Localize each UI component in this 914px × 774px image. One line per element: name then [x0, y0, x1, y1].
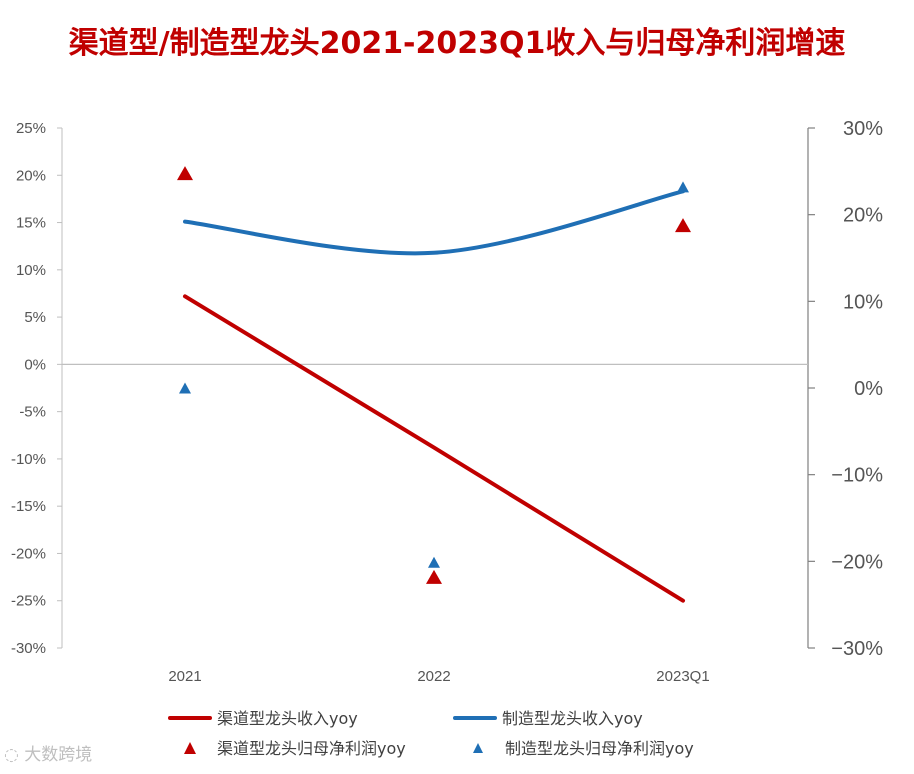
- manufacturing-profit-marker-2022: [428, 556, 440, 568]
- manufacturing-profit-marker-2021: [179, 382, 191, 394]
- legend-label: 渠道型龙头收入yoy: [217, 709, 358, 728]
- legend-swatch-marker: [473, 743, 483, 753]
- right-axis-tick-label: −30%: [831, 638, 883, 660]
- channel-profit-marker-2021: [177, 166, 193, 181]
- watermark: ◌ 大数跨境: [4, 740, 92, 765]
- watermark-logo-icon: ◌: [4, 745, 19, 765]
- x-axis-tick-label: 2023Q1: [656, 668, 709, 685]
- right-axis-tick-label: 10%: [843, 291, 883, 313]
- series-line-channel-revenue: [183, 294, 685, 603]
- channel-profit-marker-2023q1: [675, 218, 691, 233]
- left-axis-tick-label: 5%: [24, 309, 46, 326]
- legend-label: 制造型龙头收入yoy: [502, 709, 643, 728]
- series-line-manufacturing-revenue: [183, 189, 685, 256]
- left-axis-tick-label: -15%: [11, 498, 46, 515]
- left-axis-tick-label: -25%: [11, 593, 46, 610]
- series-group: [177, 166, 691, 603]
- x-axis-tick-label: 2021: [168, 668, 201, 685]
- left-axis-tick-label: -10%: [11, 451, 46, 468]
- right-axis-tick-label: 30%: [843, 118, 883, 140]
- chart-title: 渠道型/制造型龙头2021-2023Q1收入与归母净利润增速: [68, 26, 846, 61]
- right-axis-tick-label: 20%: [843, 205, 883, 227]
- legend-swatch-marker: [184, 742, 196, 754]
- left-axis-tick-label: 0%: [24, 356, 46, 373]
- right-axis-tick-label: −10%: [831, 465, 883, 487]
- left-axis-tick-label: -20%: [11, 545, 46, 562]
- left-axis-tick-label: 20%: [16, 167, 46, 184]
- x-axis-tick-label: 2022: [417, 668, 450, 685]
- legend-label: 制造型龙头归母净利润yoy: [505, 739, 694, 758]
- right-axis-tick-label: −20%: [831, 551, 883, 573]
- legend-group: 渠道型龙头收入yoy 制造型龙头收入yoy 渠道型龙头归母净利润yoy 制造型龙头归母…: [168, 709, 694, 758]
- left-axis-tick-label: -30%: [11, 640, 46, 657]
- channel-profit-marker-2022: [426, 569, 442, 584]
- legend-label: 渠道型龙头归母净利润yoy: [217, 739, 406, 758]
- manufacturing-profit-marker-2023q1: [677, 181, 689, 193]
- axes-group: 25% 20% 15% 10% 5% 0% -5% -10% -15% -20% -25% -30% 3…: [11, 118, 883, 685]
- left-axis-tick-label: -5%: [19, 404, 46, 421]
- left-axis-tick-label: 10%: [16, 262, 46, 279]
- watermark-text: 大数跨境: [24, 745, 93, 765]
- left-axis-tick-label: 15%: [16, 215, 46, 232]
- right-axis-tick-label: 0%: [854, 378, 883, 400]
- left-axis-tick-label: 25%: [16, 120, 46, 137]
